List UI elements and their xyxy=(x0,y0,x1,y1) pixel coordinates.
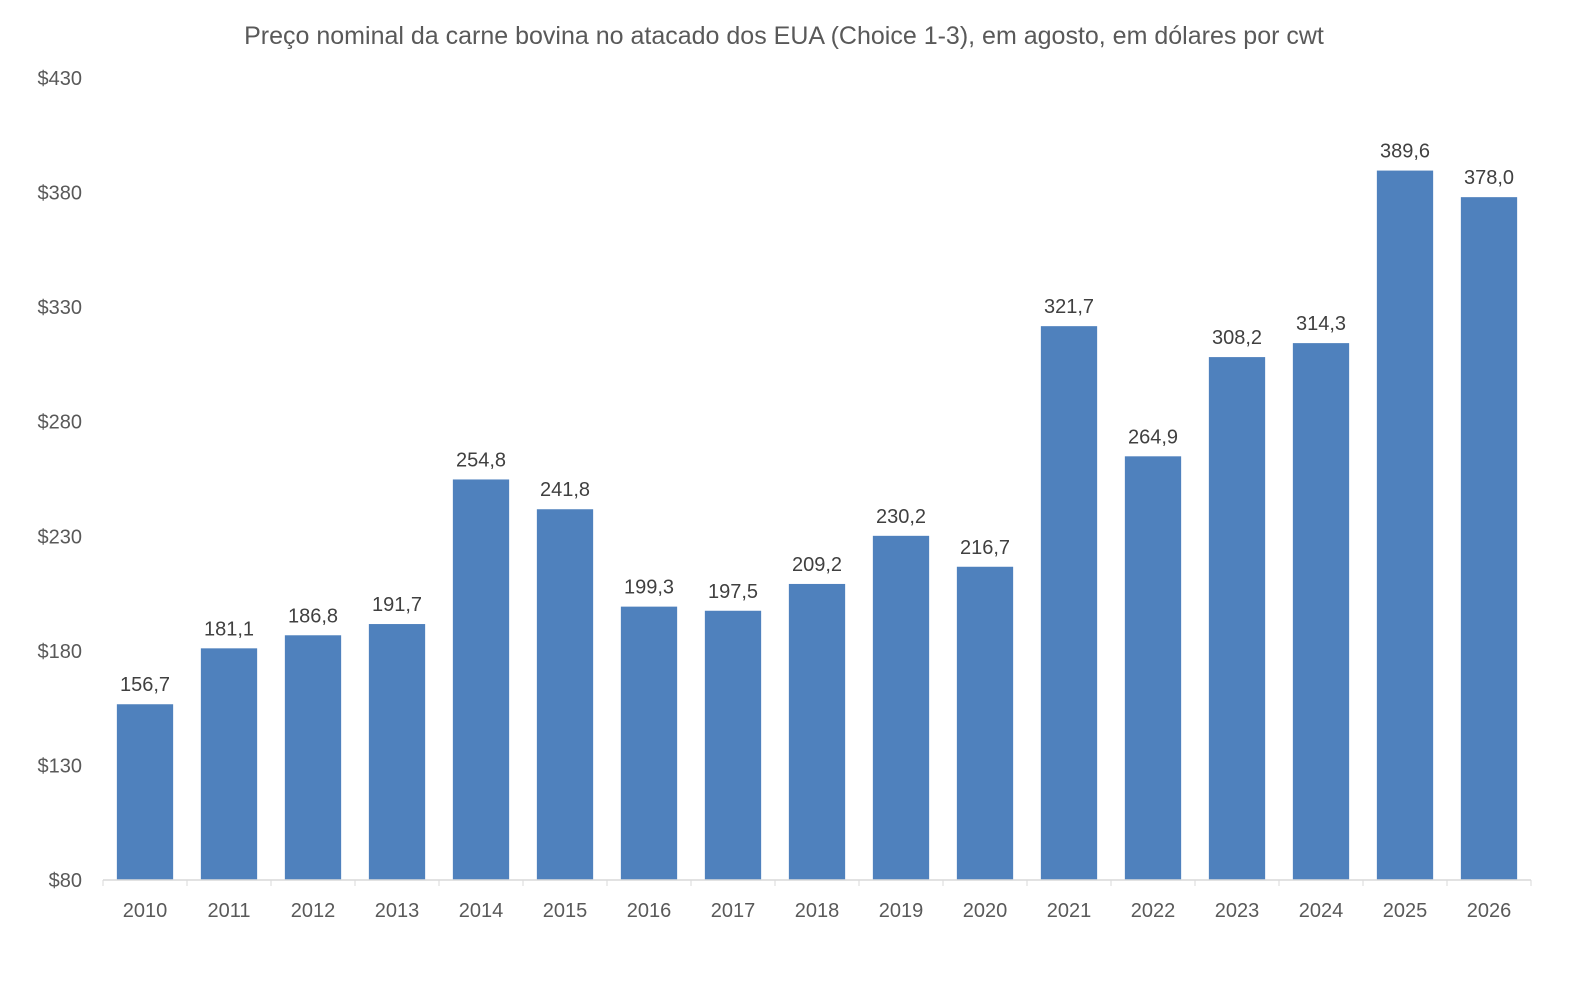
data-label-2012: 186,8 xyxy=(288,605,338,627)
bar-2015 xyxy=(536,509,594,880)
data-label-2021: 321,7 xyxy=(1044,296,1094,318)
y-tick-label: $430 xyxy=(38,68,83,90)
x-tick-label-2017: 2017 xyxy=(711,900,756,922)
bar-2022 xyxy=(1124,456,1182,880)
data-label-2020: 216,7 xyxy=(960,537,1010,559)
y-tick-label: $130 xyxy=(38,755,83,777)
x-axis: 2010 2011 2012 2013 2014 2015 2016 2017 2018 2019… xyxy=(102,880,1532,922)
data-label-2011: 181,1 xyxy=(204,618,254,640)
bar-2025 xyxy=(1376,170,1434,880)
y-tick-label: $280 xyxy=(38,412,83,434)
x-tick-label-2016: 2016 xyxy=(627,900,672,922)
bar-2026 xyxy=(1460,197,1518,880)
bar-2023 xyxy=(1208,357,1266,880)
x-tick-label-2019: 2019 xyxy=(879,900,924,922)
y-tick-label: $180 xyxy=(38,641,83,663)
x-tick-label-2011: 2011 xyxy=(207,900,250,922)
bar-2012 xyxy=(284,635,342,880)
data-label-2019: 230,2 xyxy=(876,506,926,528)
data-label-2014: 254,8 xyxy=(456,449,506,471)
x-tick-label-2026: 2026 xyxy=(1467,900,1512,922)
data-label-2026: 378,0 xyxy=(1464,167,1514,189)
bar-2021 xyxy=(1040,326,1098,880)
data-label-2024: 314,3 xyxy=(1296,313,1346,335)
x-tick-label-2014: 2014 xyxy=(459,900,504,922)
data-label-2010: 156,7 xyxy=(120,674,170,696)
data-label-2013: 191,7 xyxy=(372,594,422,616)
x-tick-label-2013: 2013 xyxy=(375,900,420,922)
bar-2017 xyxy=(704,610,762,880)
bar-2019 xyxy=(872,535,930,880)
bar-2020 xyxy=(956,566,1014,880)
x-tick-label-2022: 2022 xyxy=(1131,900,1176,922)
data-label-2023: 308,2 xyxy=(1212,327,1262,349)
bar-2018 xyxy=(788,583,846,880)
bar-2024 xyxy=(1292,343,1350,880)
y-tick-label: $380 xyxy=(38,183,83,205)
y-axis: $80 $130 $180 $230 $280 $330 $380 $430 xyxy=(38,68,83,892)
data-label-2016: 199,3 xyxy=(624,577,674,599)
bar-2011 xyxy=(200,648,258,880)
data-label-2022: 264,9 xyxy=(1128,426,1178,448)
x-tick-label-2025: 2025 xyxy=(1383,900,1428,922)
data-label-2017: 197,5 xyxy=(708,581,758,603)
x-tick-label-2018: 2018 xyxy=(795,900,840,922)
x-tick-label-2020: 2020 xyxy=(963,900,1008,922)
bar-2010 xyxy=(116,704,174,880)
bars-group xyxy=(116,170,1518,880)
x-tick-label-2023: 2023 xyxy=(1215,900,1260,922)
data-label-2025: 389,6 xyxy=(1380,141,1430,163)
x-tick-label-2021: 2021 xyxy=(1047,900,1092,922)
data-label-2015: 241,8 xyxy=(540,479,590,501)
y-tick-label: $330 xyxy=(38,297,83,319)
bar-2016 xyxy=(620,606,678,880)
bar-2013 xyxy=(368,624,426,880)
bar-2014 xyxy=(452,479,510,880)
data-labels-group: 156,7 181,1 186,8 191,7 254,8 241,8 199,3 197,5… xyxy=(120,141,1514,697)
data-label-2018: 209,2 xyxy=(792,554,842,576)
x-tick-label-2024: 2024 xyxy=(1299,900,1344,922)
chart-title: Preço nominal da carne bovina no atacado… xyxy=(244,22,1324,50)
y-tick-label: $230 xyxy=(38,526,83,548)
x-tick-label-2015: 2015 xyxy=(543,900,588,922)
x-tick-label-2012: 2012 xyxy=(291,900,336,922)
y-tick-label: $80 xyxy=(49,870,82,892)
x-tick-label-2010: 2010 xyxy=(123,900,168,922)
